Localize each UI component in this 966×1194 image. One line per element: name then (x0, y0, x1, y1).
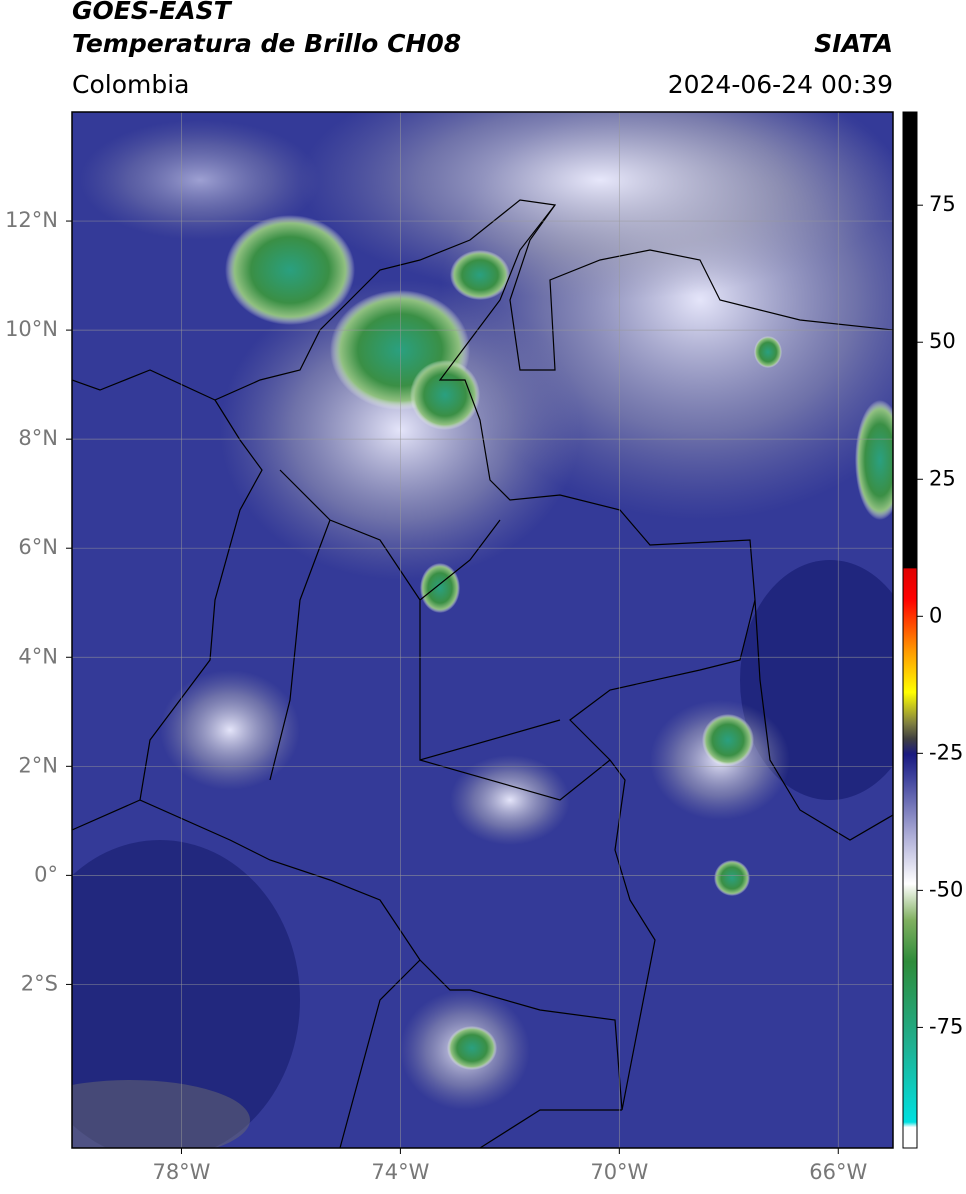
map-frame (71, 111, 894, 1149)
colorbar-label: 0 (929, 603, 942, 627)
borders (72, 199, 893, 1148)
x-tick-label: 70°W (590, 1160, 648, 1184)
colorbar-label: -25 (929, 740, 963, 764)
x-tick-label: 74°W (371, 1160, 429, 1184)
colorbar-label: -75 (929, 1014, 963, 1038)
colorbar-label: -50 (929, 877, 963, 901)
y-tick-label: 4°N (18, 644, 58, 668)
colorbar (902, 111, 918, 1149)
y-tick-label: 2°S (21, 971, 58, 995)
subtitle: Temperatura de Brillo CH08 (72, 29, 461, 58)
satellite-image (72, 112, 893, 1148)
timestamp: 2024-06-24 00:39 (668, 70, 893, 99)
colorbar-label: 75 (929, 192, 956, 216)
grid (72, 112, 893, 1148)
x-tick-label: 66°W (809, 1160, 867, 1184)
y-tick-label: 2°N (18, 753, 58, 777)
title: GOES-EAST (72, 0, 233, 25)
y-tick-label: 0° (34, 862, 58, 886)
region: Colombia (72, 70, 189, 99)
y-tick-label: 6°N (18, 535, 58, 559)
y-tick-label: 10°N (5, 317, 58, 341)
x-tick-label: 78°W (152, 1160, 210, 1184)
header: GOES-EAST Temperatura de Brillo CH08 Col… (72, 0, 893, 99)
y-tick-label: 12°N (5, 208, 58, 232)
colorbar-label: 50 (929, 329, 956, 353)
y-tick-label: 8°N (18, 426, 58, 450)
source: SIATA (814, 29, 893, 58)
colorbar-label: 25 (929, 466, 956, 490)
